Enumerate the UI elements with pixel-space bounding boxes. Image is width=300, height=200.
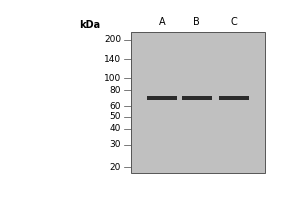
Bar [219,96,249,100]
Text: 20: 20 [110,163,121,172]
Text: 40: 40 [110,124,121,133]
Bar [182,96,212,100]
Bar [147,96,177,100]
Text: 30: 30 [110,140,121,149]
Text: 80: 80 [110,86,121,95]
Text: 60: 60 [110,102,121,111]
Bar [130,32,266,173]
Text: A: A [159,17,165,27]
Text: 100: 100 [104,74,121,83]
Text: 140: 140 [104,55,121,64]
Text: 200: 200 [104,35,121,44]
Text: B: B [194,17,200,27]
Text: 50: 50 [110,112,121,121]
Text: C: C [231,17,237,27]
Text: kDa: kDa [79,20,100,30]
